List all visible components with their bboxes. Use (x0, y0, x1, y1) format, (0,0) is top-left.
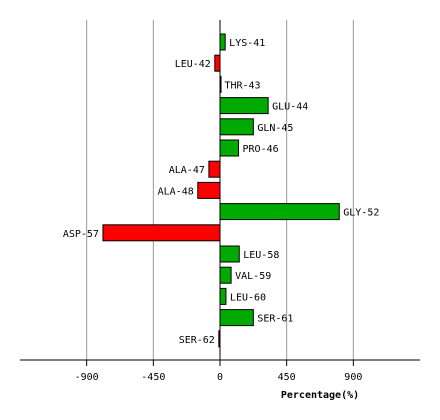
x-tick-label-4: 900 (344, 372, 362, 383)
bar-gln-45 (219, 118, 254, 136)
bar-leu-60 (219, 287, 227, 305)
bar-glu-44 (219, 97, 269, 115)
bars (102, 33, 340, 348)
bar-asp-57 (102, 224, 221, 242)
bar-label-leu-60: LEU-60 (230, 292, 266, 303)
bar-label-gly-52: GLY-52 (343, 208, 379, 219)
bar-gly-52 (219, 203, 340, 221)
bar-ala-47 (208, 160, 221, 178)
bar-label-ala-47: ALA-47 (169, 165, 205, 176)
bar-label-val-59: VAL-59 (235, 271, 271, 282)
x-tick-label-2: 0 (217, 372, 223, 383)
bar-leu-58 (219, 245, 240, 263)
bar-val-59 (219, 266, 232, 284)
x-axis: -900 -450 0 450 900 (20, 20, 420, 383)
bar-pro-46 (219, 139, 240, 157)
bar-label-glu-44: GLU-44 (272, 102, 308, 113)
bar-label-asp-57: ASP-57 (63, 229, 99, 240)
bar-label-leu-58: LEU-58 (243, 250, 279, 261)
x-tick-label-3: 450 (278, 372, 296, 383)
bar-ser-61 (219, 309, 254, 327)
x-tick-label-1: -450 (141, 372, 165, 383)
bar-label-gln-45: GLN-45 (257, 123, 293, 134)
bar-label-lys-41: LYS-41 (229, 38, 265, 49)
bar-labels: LYS-41 LEU-42 THR-43 GLU-44 GLN-45 PRO-46 ALA-… (63, 38, 380, 346)
bar-label-leu-42: LEU-42 (175, 59, 211, 70)
bar-lys-41 (219, 33, 226, 51)
bar-label-ala-48: ALA-48 (158, 186, 194, 197)
bar-label-ser-62: SER-62 (179, 335, 215, 346)
grid-lines (86, 20, 354, 360)
x-tick-label-0: -900 (75, 372, 99, 383)
x-axis-title: Percentage(%) (281, 390, 359, 401)
bar-label-pro-46: PRO-46 (243, 144, 279, 155)
bar-leu-42 (214, 54, 221, 72)
bar-label-thr-43: THR-43 (224, 80, 260, 91)
bar-ala-48 (197, 181, 221, 199)
bar-label-ser-61: SER-61 (257, 314, 293, 325)
